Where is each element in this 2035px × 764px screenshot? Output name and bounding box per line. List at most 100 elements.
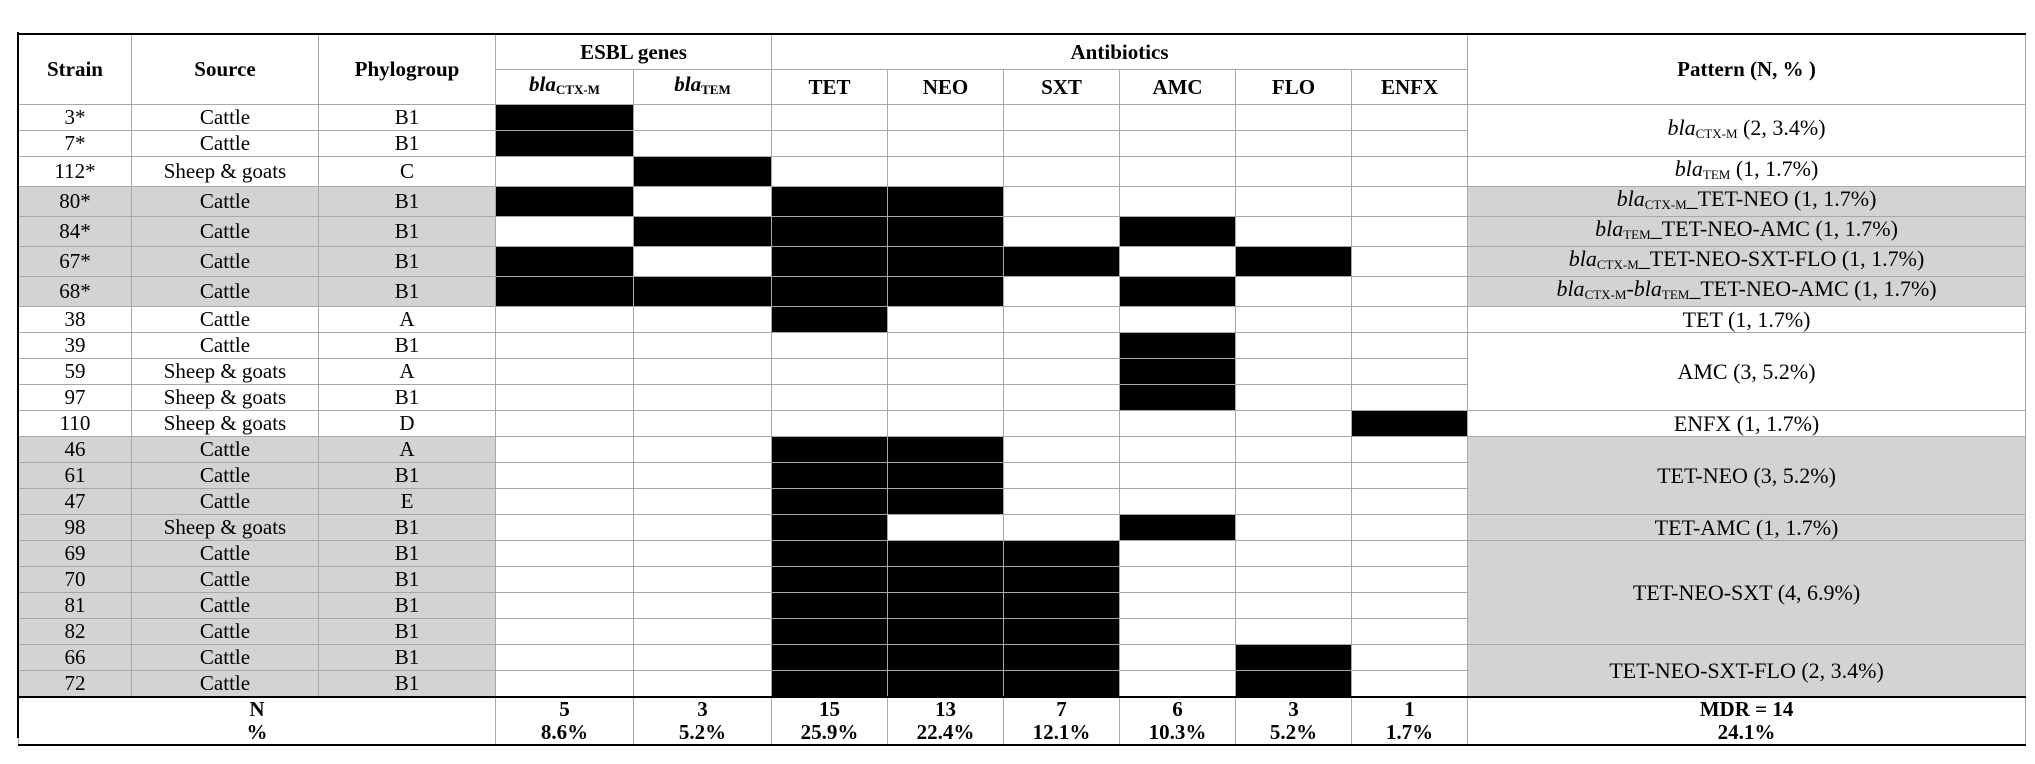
subheader-row: blaCTX-M blaTEM TET NEO SXT AMC FLO ENFX <box>19 69 2026 105</box>
table-row: 110 Sheep & goats D ENFX (1, 1.7%) <box>18 410 2027 437</box>
resistance-mark-filled <box>771 592 889 619</box>
header-pattern: Pattern (N, % ) <box>1467 33 2027 105</box>
source-cell: Sheep & goats <box>131 384 319 411</box>
resistance-mark-empty <box>1351 384 1469 411</box>
resistance-mark-empty <box>495 462 634 489</box>
strain-cell: 80* <box>18 186 132 217</box>
footer-mdr-label: MDR = 14 <box>1699 697 1794 721</box>
strain-cell: 97 <box>18 384 132 411</box>
pattern-text: TET-NEO-SXT-FLO (2, 3.4%) <box>1609 658 1884 683</box>
footer-total: 6 10.3% <box>1119 696 1237 746</box>
phylogroup-cell: B1 <box>318 514 496 541</box>
resistance-mark-empty <box>1235 156 1353 187</box>
strain-cell: 47 <box>18 488 132 515</box>
resistance-mark-empty <box>632 618 773 645</box>
resistance-mark-empty <box>495 332 634 359</box>
strain-cell: 72 <box>18 670 132 698</box>
phylogroup-cell: B1 <box>318 670 496 698</box>
resistance-mark-empty <box>771 384 889 411</box>
footer-percent: 8.6% <box>540 720 589 744</box>
strain-cell: 7* <box>18 130 132 157</box>
resistance-mark-empty <box>495 488 634 515</box>
resistance-mark-empty <box>495 358 634 385</box>
resistance-mark-filled <box>771 436 889 463</box>
phylogroup-cell: C <box>318 156 496 187</box>
resistance-mark-empty <box>632 186 773 217</box>
resistance-mark-empty <box>632 130 773 157</box>
pattern-text: _TET-NEO-AMC (1, 1.7%) <box>1650 216 1898 241</box>
resistance-mark-filled <box>1003 540 1121 567</box>
resistance-mark-filled <box>495 104 634 131</box>
gene-subscript: TEM <box>701 82 731 97</box>
footer-labels: N % <box>18 696 496 746</box>
table-row: 61 Cattle B1 <box>18 462 2026 489</box>
resistance-mark-empty <box>632 358 773 385</box>
table-row: 39 Cattle B1 AMC (3, 5.2%) <box>18 332 2027 411</box>
strain-cell: 68* <box>18 276 132 307</box>
pattern-gene-subscript: CTX-M <box>1644 197 1687 212</box>
source-cell: Cattle <box>131 540 319 567</box>
resistance-mark-filled <box>887 566 1005 593</box>
pattern-gene: bla <box>1667 115 1696 140</box>
resistance-mark-filled <box>1003 566 1121 593</box>
source-cell: Sheep & goats <box>131 358 319 385</box>
resistance-mark-empty <box>1351 186 1469 217</box>
table-row: 72 Cattle B1 <box>18 670 2026 698</box>
pattern-gene: bla <box>1633 276 1662 301</box>
resistance-mark-empty <box>495 306 634 333</box>
resistance-mark-filled <box>887 436 1005 463</box>
resistance-mark-empty <box>632 644 773 671</box>
footer-percent: 1.7% <box>1385 720 1434 744</box>
table-row: 68* Cattle B1 blaCTX-M-blaTEM_TET-NEO-AMC (… <box>18 276 2027 307</box>
source-cell: Cattle <box>131 566 319 593</box>
pattern-gene: bla <box>1568 246 1597 271</box>
resistance-mark-empty <box>1235 592 1353 619</box>
footer-n-label: N <box>249 697 265 721</box>
footer-mdr-percent: 24.1% <box>1717 720 1776 744</box>
resistance-mark-empty <box>495 156 634 187</box>
strain-cell: 69 <box>18 540 132 567</box>
footer-total: 7 12.1% <box>1003 696 1121 746</box>
resistance-mark-filled <box>495 246 634 277</box>
strain-cell: 110 <box>18 410 132 437</box>
footer-count: 13 <box>935 697 957 721</box>
footer-total: 15 25.9% <box>771 696 889 746</box>
strain-cell: 67* <box>18 246 132 277</box>
footer-percent: 5.2% <box>678 720 727 744</box>
table-row: 67* Cattle B1 blaCTX-M_TET-NEO-SXT-FLO (1, … <box>18 246 2027 277</box>
resistance-mark-empty <box>632 104 773 131</box>
footer-count: 15 <box>819 697 841 721</box>
phylogroup-cell: E <box>318 488 496 515</box>
resistance-mark-empty <box>1235 488 1353 515</box>
phylogroup-cell: B1 <box>318 276 496 307</box>
table-row: 97 Sheep & goats B1 <box>18 384 2026 411</box>
resistance-mark-empty <box>632 384 773 411</box>
resistance-mark-filled <box>632 276 773 307</box>
resistance-mark-empty <box>1119 436 1237 463</box>
resistance-mark-empty <box>495 566 634 593</box>
resistance-mark-filled <box>1003 592 1121 619</box>
resistance-mark-empty <box>1235 462 1353 489</box>
resistance-mark-empty <box>632 332 773 359</box>
resistance-mark-empty <box>1351 332 1469 359</box>
source-cell: Cattle <box>131 332 319 359</box>
resistance-mark-empty <box>1003 358 1121 385</box>
resistance-mark-empty <box>1003 332 1121 359</box>
resistance-mark-filled <box>887 462 1005 489</box>
resistance-mark-filled <box>887 540 1005 567</box>
strain-cell: 61 <box>18 462 132 489</box>
phylogroup-cell: B1 <box>318 216 496 247</box>
resistance-mark-empty <box>495 410 634 437</box>
phylogroup-cell: B1 <box>318 130 496 157</box>
strain-cell: 46 <box>18 436 132 463</box>
pattern-text: AMC (3, 5.2%) <box>1677 359 1816 384</box>
resistance-mark-empty <box>1119 566 1237 593</box>
resistance-mark-empty <box>1119 488 1237 515</box>
resistance-mark-empty <box>1003 306 1121 333</box>
resistance-mark-empty <box>887 384 1005 411</box>
resistance-mark-filled <box>1003 670 1121 698</box>
header-tet: TET <box>771 69 889 105</box>
pattern-text: ENFX (1, 1.7%) <box>1673 411 1820 436</box>
resistance-mark-empty <box>1119 540 1237 567</box>
resistance-mark-empty <box>1351 436 1469 463</box>
